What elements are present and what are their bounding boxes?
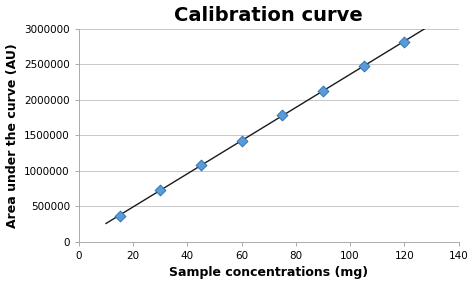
Y-axis label: Area under the curve (AU): Area under the curve (AU): [6, 43, 18, 228]
X-axis label: Sample concentrations (mg): Sample concentrations (mg): [169, 266, 368, 280]
Point: [116, 213, 123, 218]
Point: [279, 113, 286, 118]
Point: [319, 88, 327, 93]
Point: [197, 163, 205, 168]
Title: Calibration curve: Calibration curve: [174, 5, 363, 25]
Point: [360, 64, 367, 68]
Point: [401, 39, 408, 44]
Point: [156, 188, 164, 192]
Point: [238, 139, 246, 143]
